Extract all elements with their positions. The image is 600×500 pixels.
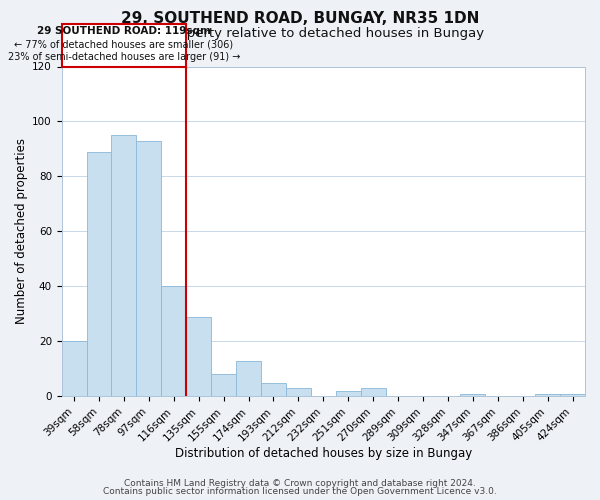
Bar [361,388,386,396]
Text: Contains public sector information licensed under the Open Government Licence v3: Contains public sector information licen… [103,487,497,496]
Text: 29, SOUTHEND ROAD, BUNGAY, NR35 1DN: 29, SOUTHEND ROAD, BUNGAY, NR35 1DN [121,11,479,26]
Text: Contains HM Land Registry data © Crown copyright and database right 2024.: Contains HM Land Registry data © Crown c… [124,478,476,488]
Bar [336,391,361,396]
Text: 23% of semi-detached houses are larger (91) →: 23% of semi-detached houses are larger (… [8,52,240,62]
Bar [236,360,261,396]
Text: Size of property relative to detached houses in Bungay: Size of property relative to detached ho… [116,28,484,40]
Text: ← 77% of detached houses are smaller (306): ← 77% of detached houses are smaller (30… [14,39,233,49]
Bar [86,152,112,396]
Bar [186,316,211,396]
X-axis label: Distribution of detached houses by size in Bungay: Distribution of detached houses by size … [175,447,472,460]
Bar [112,135,136,396]
Bar [62,342,86,396]
Bar [161,286,186,397]
Bar [286,388,311,396]
Bar [136,140,161,396]
Text: 29 SOUTHEND ROAD: 119sqm: 29 SOUTHEND ROAD: 119sqm [37,26,211,36]
Bar [535,394,560,396]
Bar [560,394,585,396]
Y-axis label: Number of detached properties: Number of detached properties [15,138,28,324]
Bar [460,394,485,396]
Bar [261,382,286,396]
Bar [211,374,236,396]
